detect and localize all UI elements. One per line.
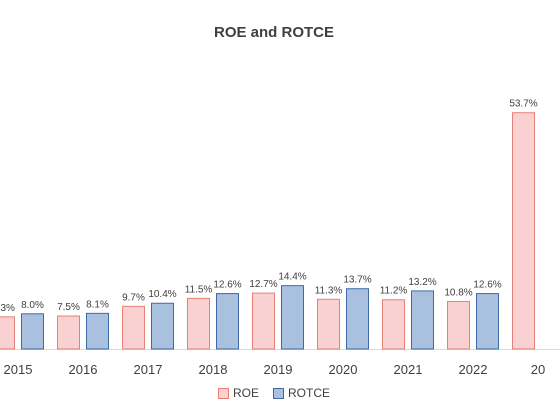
data-label-roe-2021: 11.2% bbox=[380, 286, 408, 297]
x-tick-label-2021: 2021 bbox=[394, 362, 423, 377]
bar-roe-2022 bbox=[447, 300, 470, 350]
legend-swatch-rotce bbox=[273, 387, 284, 399]
bar-rotce-2020 bbox=[346, 288, 369, 350]
bar-rotce-2015 bbox=[21, 313, 44, 350]
data-label-rotce-2017: 10.4% bbox=[148, 289, 176, 300]
data-label-rotce-2022: 12.6% bbox=[473, 280, 501, 291]
x-tick-label-2020: 2020 bbox=[329, 362, 358, 377]
data-label-rotce-2019: 14.4% bbox=[278, 272, 306, 283]
bar-rotce-2017 bbox=[151, 302, 174, 350]
legend-label-roe: ROE bbox=[232, 386, 259, 400]
x-tick-label-2015: 2015 bbox=[4, 362, 33, 377]
legend-item-roe: ROE bbox=[217, 386, 259, 400]
data-label-roe-2023: 53.7% bbox=[509, 99, 537, 110]
legend: ROE ROTCE bbox=[0, 386, 548, 400]
data-label-roe-2017: 9.7% bbox=[122, 292, 145, 303]
chart-title: ROE and ROTCE bbox=[213, 24, 334, 41]
bar-roe-2023 bbox=[512, 112, 535, 350]
bar-rotce-2016 bbox=[86, 312, 109, 350]
bar-roe-2015 bbox=[0, 316, 15, 350]
bar-roe-2018 bbox=[187, 297, 210, 350]
x-tick-label-2023: 20 bbox=[531, 362, 545, 377]
bar-roe-2017 bbox=[122, 305, 145, 350]
bar-rotce-2021 bbox=[411, 290, 434, 350]
data-label-rotce-2020: 13.7% bbox=[343, 275, 371, 286]
bar-rotce-2019 bbox=[281, 285, 304, 350]
data-label-rotce-2018: 12.6% bbox=[213, 280, 241, 291]
data-label-rotce-2015: 8.0% bbox=[21, 300, 44, 311]
data-label-roe-2022: 10.8% bbox=[444, 287, 472, 298]
data-label-roe-2015: 7.3% bbox=[0, 303, 15, 314]
bar-rotce-2022 bbox=[476, 293, 499, 350]
data-label-roe-2020: 11.3% bbox=[315, 285, 343, 296]
x-tick-label-2016: 2016 bbox=[69, 362, 98, 377]
legend-label-rotce: ROTCE bbox=[288, 386, 330, 400]
data-label-roe-2018: 11.5% bbox=[185, 284, 213, 295]
bar-roe-2019 bbox=[252, 292, 275, 350]
legend-swatch-roe bbox=[217, 387, 229, 399]
bar-roe-2020 bbox=[317, 298, 340, 350]
data-label-roe-2016: 7.5% bbox=[57, 302, 80, 313]
data-label-roe-2019: 12.7% bbox=[249, 279, 277, 290]
data-label-rotce-2021: 13.2% bbox=[408, 277, 436, 288]
x-tick-label-2022: 2022 bbox=[459, 362, 488, 377]
x-tick-label-2018: 2018 bbox=[199, 362, 228, 377]
legend-item-rotce: ROTCE bbox=[273, 386, 330, 400]
bar-roe-2021 bbox=[382, 299, 405, 350]
data-label-rotce-2016: 8.1% bbox=[86, 299, 109, 310]
bar-rotce-2018 bbox=[216, 293, 239, 350]
x-tick-label-2019: 2019 bbox=[264, 362, 293, 377]
bar-roe-2016 bbox=[57, 315, 80, 350]
x-tick-label-2017: 2017 bbox=[134, 362, 163, 377]
